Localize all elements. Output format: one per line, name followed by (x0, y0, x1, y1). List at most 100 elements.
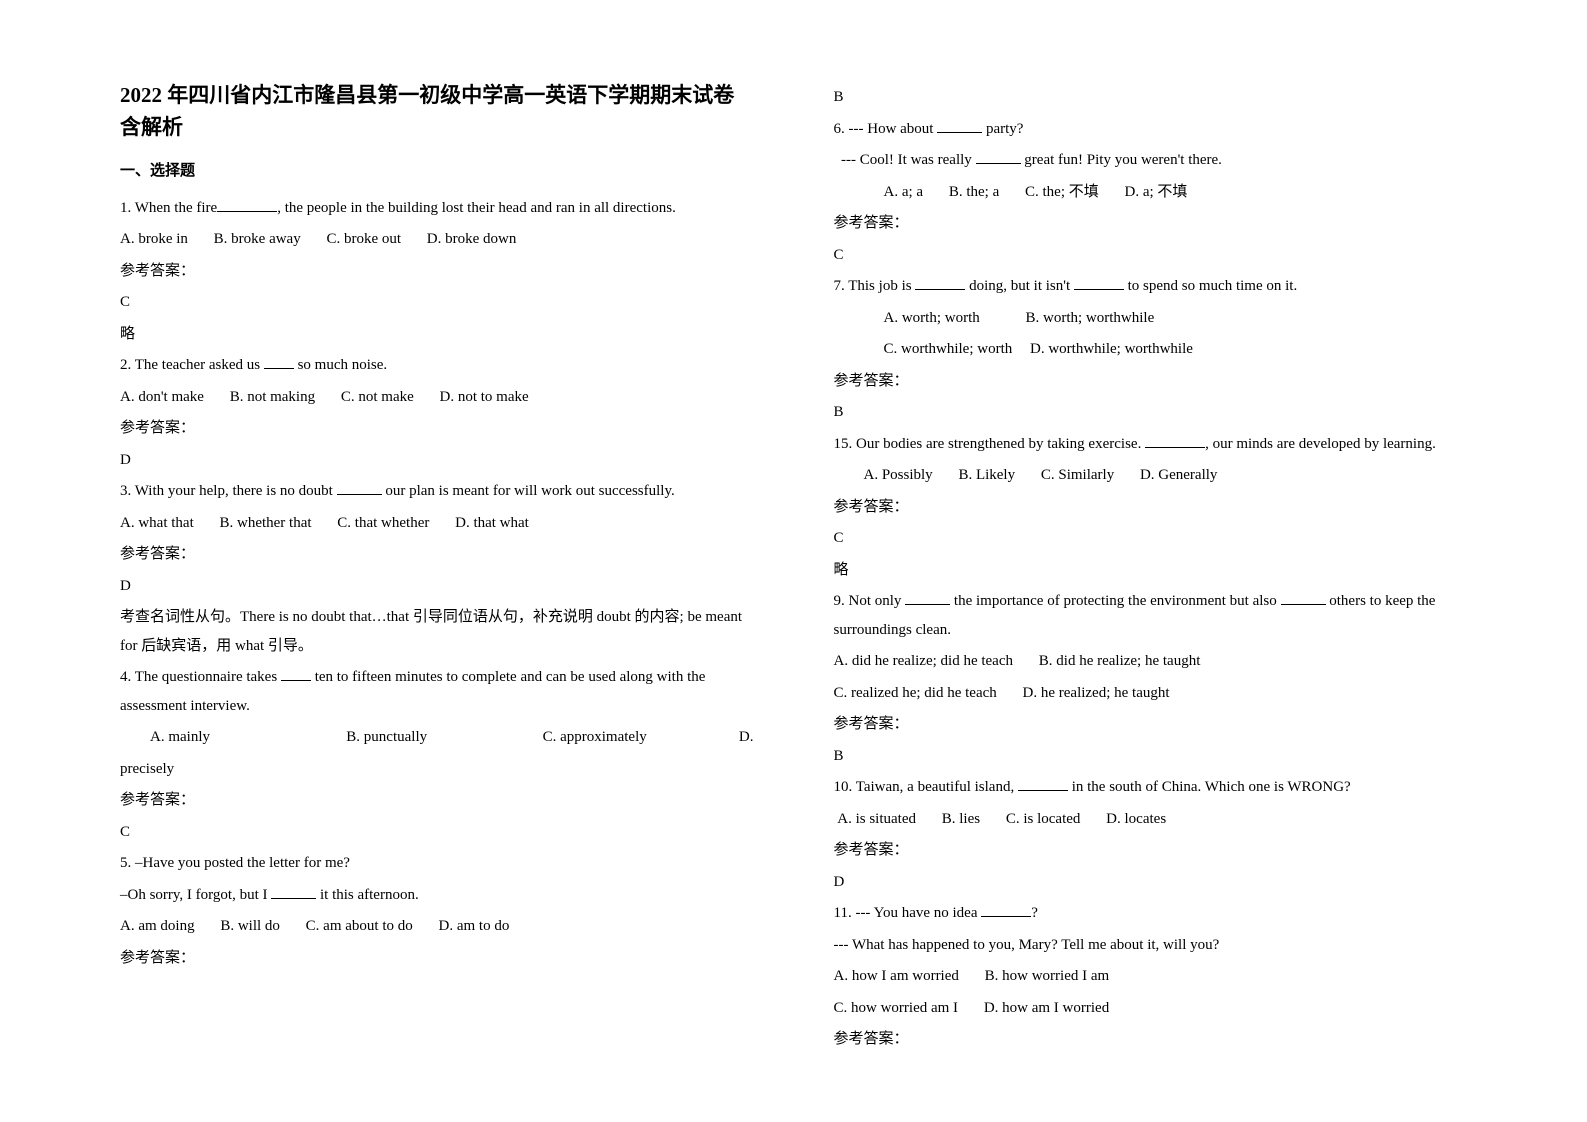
q3-options: A. what that B. whether that C. that whe… (120, 509, 754, 538)
q6-opt-c: C. the; 不填 (1025, 184, 1099, 200)
q8-opt-a: A. Possibly (864, 467, 933, 483)
q9-opt-b: B. did he realize; he taught (1039, 653, 1201, 669)
q1-stem-b: , the people in the building lost their … (277, 200, 676, 216)
q2-stem-b: so much noise. (294, 357, 387, 373)
blank (264, 355, 294, 370)
q1-options: A. broke in B. broke away C. broke out D… (120, 225, 754, 254)
q4-opt-d-text: precisely (120, 755, 754, 784)
q9-stem: 9. Not only the importance of protecting… (834, 587, 1468, 644)
q5-opt-b: B. will do (220, 918, 280, 934)
q5-options: A. am doing B. will do C. am about to do… (120, 912, 754, 941)
q9-stem-b: the importance of protecting the environ… (950, 593, 1280, 609)
answer-label: 参考答案： (120, 540, 754, 569)
answer-label: 参考答案： (834, 367, 1468, 396)
q3-stem-a: 3. With your help, there is no doubt (120, 483, 337, 499)
q4-opt-c: C. approximately (543, 723, 739, 752)
q9-options-row2: C. realized he; did he teach D. he reali… (834, 679, 1468, 708)
q11-line1a: 11. --- You have no idea (834, 905, 982, 921)
q3-stem: 3. With your help, there is no doubt our… (120, 477, 754, 506)
q3-opt-d: D. that what (455, 515, 529, 531)
q11-line2: --- What has happened to you, Mary? Tell… (834, 931, 1468, 960)
right-column: B 6. --- How about party? --- Cool! It w… (794, 80, 1488, 1082)
q9-stem-a: 9. Not only (834, 593, 906, 609)
blank (915, 276, 965, 291)
q6-opt-a: A. a; a (884, 184, 924, 200)
q8-opt-d: D. Generally (1140, 467, 1217, 483)
q2-stem-a: 2. The teacher asked us (120, 357, 264, 373)
q10-stem: 10. Taiwan, a beautiful island, in the s… (834, 773, 1468, 802)
answer-label: 参考答案： (120, 786, 754, 815)
q9-options-row1: A. did he realize; did he teach B. did h… (834, 647, 1468, 676)
q9-opt-c: C. realized he; did he teach (834, 685, 997, 701)
q6-line1b: party? (982, 121, 1023, 137)
q4-opt-b: B. punctually (346, 723, 542, 752)
q7-stem-b: doing, but it isn't (965, 278, 1074, 294)
q11-options-row2: C. how worried am I D. how am I worried (834, 994, 1468, 1023)
q10-answer: D (834, 868, 1468, 897)
q8-stem: 15. Our bodies are strengthened by takin… (834, 430, 1468, 459)
brief-omit: 略 (834, 556, 1468, 585)
brief-omit: 略 (120, 320, 754, 349)
q2-opt-c: C. not make (341, 389, 414, 405)
q6-answer: C (834, 241, 1468, 270)
blank (976, 150, 1021, 165)
blank (1018, 777, 1068, 792)
q7-answer: B (834, 398, 1468, 427)
q6-line2: --- Cool! It was really great fun! Pity … (834, 146, 1468, 175)
blank (937, 118, 982, 133)
q6-opt-d: D. a; 不填 (1124, 184, 1187, 200)
q2-stem: 2. The teacher asked us so much noise. (120, 351, 754, 380)
q5-line1: 5. –Have you posted the letter for me? (120, 849, 754, 878)
q2-opt-a: A. don't make (120, 389, 204, 405)
doc-title: 2022 年四川省内江市隆昌县第一初级中学高一英语下学期期末试卷含解析 (120, 80, 754, 143)
section-header: 一、选择题 (120, 157, 754, 186)
q7-opt-b: B. worth; worthwhile (1026, 310, 1155, 326)
q3-answer: D (120, 572, 754, 601)
q3-opt-a: A. what that (120, 515, 194, 531)
q1-stem-a: 1. When the fire (120, 200, 217, 216)
q11-opt-d: D. how am I worried (984, 1000, 1109, 1016)
q2-opt-b: B. not making (230, 389, 315, 405)
q2-options: A. don't make B. not making C. not make … (120, 383, 754, 412)
q9-opt-a: A. did he realize; did he teach (834, 653, 1014, 669)
q10-stem-b: in the south of China. Which one is WRON… (1068, 779, 1351, 795)
q5-line2: –Oh sorry, I forgot, but I it this after… (120, 881, 754, 910)
answer-label: 参考答案： (120, 944, 754, 973)
q1-answer: C (120, 288, 754, 317)
q1-opt-a: A. broke in (120, 231, 188, 247)
q4-stem-a: 4. The questionnaire takes (120, 669, 281, 685)
blank (271, 884, 316, 899)
q7-stem-c: to spend so much time on it. (1124, 278, 1297, 294)
q5-answer: B (834, 83, 1468, 112)
q10-opt-a: A. is situated (837, 811, 916, 827)
q8-opt-c: C. Similarly (1041, 467, 1114, 483)
answer-label: 参考答案： (834, 710, 1468, 739)
q7-options-row2: C. worthwhile; worth D. worthwhile; wort… (884, 335, 1468, 364)
q4-stem: 4. The questionnaire takes ten to fiftee… (120, 663, 754, 720)
q7-stem-a: 7. This job is (834, 278, 916, 294)
q1-opt-c: C. broke out (326, 231, 401, 247)
q4-answer: C (120, 818, 754, 847)
blank (1281, 591, 1326, 606)
q8-stem-b: , our minds are developed by learning. (1205, 436, 1436, 452)
q4-opt-d-prefix: D. (739, 723, 754, 752)
blank (281, 667, 311, 682)
q6-line2b: great fun! Pity you weren't there. (1021, 152, 1222, 168)
q5-line2b: it this afternoon. (316, 887, 418, 903)
q7-stem: 7. This job is doing, but it isn't to sp… (834, 272, 1468, 301)
q11-opt-c: C. how worried am I (834, 1000, 959, 1016)
answer-label: 参考答案： (120, 414, 754, 443)
answer-label: 参考答案： (120, 257, 754, 286)
q8-answer: C (834, 524, 1468, 553)
q10-opt-b: B. lies (942, 811, 980, 827)
blank (981, 903, 1031, 918)
q11-opt-a: A. how I am worried (834, 968, 959, 984)
q6-line2a: --- Cool! It was really (841, 152, 976, 168)
q7-options-row1: A. worth; worth B. worth; worthwhile (884, 304, 1468, 333)
q11-line1b: ? (1031, 905, 1038, 921)
q10-opt-c: C. is located (1006, 811, 1081, 827)
q6-options: A. a; a B. the; a C. the; 不填 D. a; 不填 (884, 178, 1468, 207)
q8-options: A. Possibly B. Likely C. Similarly D. Ge… (864, 461, 1468, 490)
q10-opt-d: D. locates (1106, 811, 1166, 827)
answer-label: 参考答案： (834, 1025, 1468, 1054)
